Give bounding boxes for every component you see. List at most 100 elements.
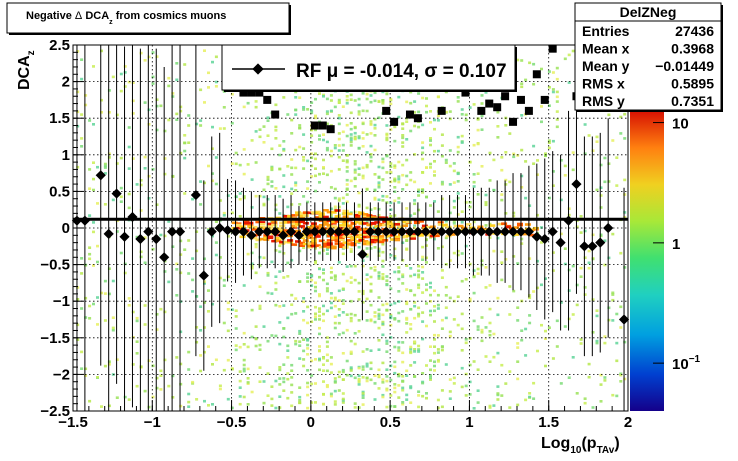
density-cell	[480, 102, 484, 105]
density-core-cell	[362, 235, 369, 239]
density-cell	[448, 330, 452, 334]
density-cell	[377, 198, 381, 202]
density-cell	[298, 395, 302, 399]
stats-row-value: 27436	[675, 23, 714, 39]
density-cell	[226, 329, 230, 333]
density-cell	[246, 163, 250, 166]
density-core-cell	[271, 223, 278, 227]
density-cell	[425, 283, 428, 286]
density-cell	[369, 290, 373, 293]
density-cell	[377, 100, 381, 103]
density-core-cell	[417, 220, 424, 223]
density-cell	[397, 319, 401, 323]
density-cell	[203, 181, 206, 185]
density-cell	[337, 299, 341, 302]
density-core-cell	[263, 236, 270, 240]
stats-row-label: RMS y	[582, 93, 625, 109]
density-cell	[222, 106, 226, 109]
density-cell	[397, 346, 401, 349]
density-cell	[623, 377, 627, 381]
density-cell	[123, 65, 127, 68]
density-cell	[207, 310, 210, 313]
density-core-cell	[322, 241, 329, 244]
density-cell	[222, 211, 226, 215]
density-cell	[282, 147, 286, 151]
density-cell	[278, 167, 282, 171]
density-cell	[369, 378, 373, 382]
density-cell	[258, 348, 262, 351]
density-cell	[397, 384, 401, 387]
density-cell	[496, 393, 500, 397]
density-core-cell	[259, 221, 266, 224]
density-cell	[242, 369, 246, 373]
density-cell	[480, 128, 484, 131]
density-cell	[389, 378, 393, 382]
density-cell	[476, 328, 480, 331]
density-cell	[413, 202, 417, 206]
density-cell	[567, 213, 571, 217]
density-core-cell	[362, 229, 369, 233]
density-cell	[353, 278, 357, 282]
density-cell	[298, 96, 302, 99]
density-cell	[456, 192, 460, 195]
density-cell	[433, 338, 436, 341]
density-cell	[472, 103, 476, 106]
density-cell	[516, 306, 520, 309]
density-cell	[436, 95, 440, 98]
density-cell	[147, 123, 151, 126]
density-core-cell	[366, 235, 373, 239]
chart-title: Negative Δ DCAz from cosmics muons	[26, 10, 226, 26]
density-core-cell	[322, 227, 329, 230]
density-cell	[607, 306, 611, 310]
density-cell	[314, 157, 317, 161]
density-cell	[361, 403, 365, 406]
density-cell	[147, 359, 151, 362]
density-cell	[484, 201, 488, 204]
density-core-cell	[402, 224, 408, 227]
density-core-cell	[314, 235, 321, 238]
density-cell	[563, 247, 567, 250]
density-cell	[349, 312, 353, 316]
density-cell	[274, 275, 278, 278]
density-cell	[381, 273, 385, 276]
density-cell	[203, 282, 206, 285]
density-cell	[619, 373, 623, 377]
density-cell	[187, 272, 191, 275]
density-cell	[425, 195, 428, 199]
density-cell	[294, 312, 298, 315]
density-cell	[409, 386, 413, 390]
mean-point	[174, 226, 186, 237]
density-cell	[603, 239, 607, 242]
density-core-cell	[302, 214, 309, 218]
density-cell	[278, 342, 282, 346]
density-cell	[413, 316, 417, 320]
density-cell	[520, 85, 524, 89]
density-cell	[329, 109, 333, 113]
density-core-cell	[295, 229, 301, 233]
density-cell	[599, 400, 603, 403]
density-cell	[318, 368, 321, 372]
density-cell	[563, 174, 567, 177]
density-cell	[310, 128, 314, 132]
density-cell	[353, 185, 357, 188]
density-cell	[476, 401, 480, 404]
density-cell	[294, 148, 298, 152]
density-cell	[107, 156, 111, 159]
rms-point	[263, 95, 272, 104]
density-cell	[468, 380, 472, 384]
density-cell	[183, 192, 187, 195]
density-cell	[397, 160, 401, 164]
density-cell	[615, 184, 619, 187]
mean-point	[357, 249, 368, 260]
density-core-cell	[318, 239, 325, 243]
density-cell	[246, 381, 250, 384]
density-cell	[314, 401, 317, 404]
density-core-cell	[291, 214, 297, 217]
density-cell	[361, 376, 365, 379]
density-cell	[540, 241, 543, 244]
density-core-cell	[378, 237, 385, 241]
density-cell	[246, 367, 250, 371]
rms-point	[271, 110, 280, 119]
density-cell	[389, 315, 393, 318]
density-cell	[274, 334, 278, 338]
